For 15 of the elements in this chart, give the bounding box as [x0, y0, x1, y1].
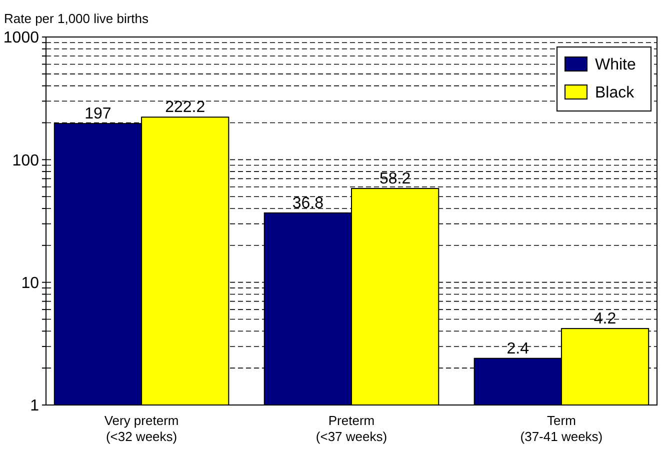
data-label: 197 — [84, 106, 112, 123]
x-tick-label: Very preterm (<32 weeks) — [104, 413, 179, 444]
y-tick-label: 10 — [21, 274, 40, 292]
legend-label: Black — [595, 84, 636, 102]
data-label: 4.2 — [594, 310, 616, 328]
data-label: 2.4 — [506, 340, 530, 358]
y-axis-title: Rate per 1,000 live births — [4, 11, 150, 26]
x-tick-label: Preterm (<37 weeks) — [316, 413, 388, 444]
y-tick-label: 1 — [30, 398, 40, 415]
y-tick-label: 1000 — [3, 30, 40, 47]
x-tick-label: Term (37-41 weeks) — [520, 413, 603, 444]
data-label: 36.8 — [292, 194, 324, 212]
legend-label: White — [595, 56, 636, 74]
y-tick-label: 100 — [12, 152, 40, 170]
data-label: 222.2 — [165, 99, 206, 116]
